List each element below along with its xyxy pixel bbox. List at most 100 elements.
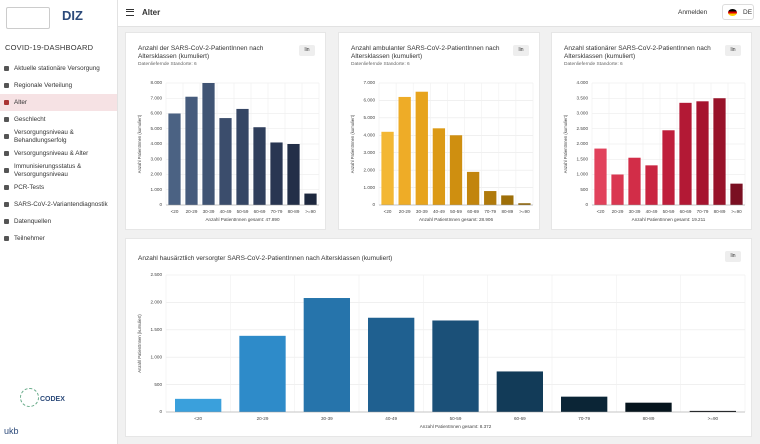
nav-item[interactable]: Aktuelle stationäre Versorgung [0,60,117,77]
y-tick-label: 4.000 [364,133,376,138]
x-tick-label: 60-69 [467,209,479,214]
footer-logo: CODEX [20,388,65,407]
y-tick-label: 1.000 [577,172,589,177]
bar[interactable] [270,142,283,205]
bar[interactable] [730,183,743,205]
bar[interactable] [219,118,232,205]
bar[interactable] [398,96,411,205]
bar[interactable] [368,317,415,412]
nav-item[interactable]: PCR-Tests [0,179,117,196]
y-axis-label: Anzahl PatientInnen (kumuliert) [563,114,568,173]
y-tick-label: 0 [159,409,162,414]
bar[interactable] [287,144,300,205]
nav-item[interactable]: SARS-CoV-2-Variantendiagnostik [0,196,117,213]
x-tick-label: 20-29 [612,209,624,214]
bar[interactable] [594,148,607,205]
bar[interactable] [449,135,463,205]
logo: DIZ [6,5,112,31]
y-axis-label: Anzahl PatientInnen (kumuliert) [137,114,142,173]
chart-subtitle: Datenliefernde Standorte: 6 [138,62,197,67]
bar[interactable] [239,335,286,412]
bar[interactable] [628,157,641,205]
bar[interactable] [501,195,514,205]
bar[interactable] [432,320,479,412]
x-tick-label: <20 [194,416,202,421]
bar[interactable] [484,191,497,205]
chart-card: Anzahl der SARS-CoV-2-PatientInnen nach … [125,32,326,230]
bar[interactable] [304,193,317,205]
footer-logo: ukb [4,426,19,436]
chart-card: Anzahl ambulanter SARS-CoV-2-PatientInne… [338,32,540,230]
x-tick-label: 40-49 [220,209,232,214]
nav-item[interactable]: Geschlecht [0,111,117,128]
y-tick-label: 4.000 [577,80,589,85]
x-tick-label: 60-69 [680,209,692,214]
nav-item[interactable]: Versorgungsniveau & Alter [0,145,117,162]
x-tick-label: 70-79 [578,416,590,421]
bar[interactable] [625,402,672,412]
bar[interactable] [496,371,543,412]
bar[interactable] [662,130,675,205]
x-tick-label: <20 [597,209,605,214]
scale-button[interactable]: lin [513,45,529,56]
nav-item[interactable]: Alter [0,94,117,111]
x-axis-label: Anzahl PatientInnen gesamt: 28.906 [419,217,494,222]
bar[interactable] [175,398,222,412]
bar[interactable] [253,127,266,205]
bar[interactable] [381,131,394,205]
header: Alter Anmelden DE [118,0,760,27]
chart-subtitle: Datenliefernde Standorte: 6 [351,62,410,67]
menu-button[interactable] [126,9,134,16]
x-tick-label: 30-39 [321,416,333,421]
bar[interactable] [561,396,608,412]
login-button[interactable]: Anmelden [678,9,708,16]
x-tick-label: 40-49 [433,209,445,214]
bar[interactable] [303,298,350,412]
y-axis-label: Anzahl PatientInnen (kumuliert) [350,114,355,173]
y-tick-label: 2.000 [151,172,163,177]
bar[interactable] [518,203,531,205]
chart-card: Anzahl stationärer SARS-CoV-2-PatientInn… [551,32,752,230]
x-tick-label: <20 [384,209,392,214]
chart-subtitle: Datenliefernde Standorte: 6 [564,62,623,67]
x-tick-label: 30-39 [203,209,215,214]
x-tick-label: 60-69 [514,416,526,421]
bar[interactable] [696,101,709,205]
x-tick-label: 80-89 [501,209,513,214]
bar[interactable] [185,96,198,205]
nav-item[interactable]: Datenquellen [0,213,117,230]
y-tick-label: 3.000 [364,150,376,155]
bar[interactable] [466,171,480,205]
scale-button[interactable]: lin [725,251,741,262]
bar[interactable] [679,102,692,205]
bar[interactable] [611,174,624,206]
nav-item[interactable]: Immunisierungsstatus & Versorgungsniveau [0,162,117,179]
x-axis-label: Anzahl PatientInnen gesamt: 8.372 [420,424,492,429]
language-select[interactable]: DE [722,4,754,20]
scale-button[interactable]: lin [299,45,315,56]
bar[interactable] [432,128,446,205]
bar[interactable] [168,113,181,206]
bar[interactable] [689,410,736,412]
x-tick-label: 50-59 [450,416,462,421]
x-tick-label: 70-79 [271,209,283,214]
y-tick-label: 7.000 [364,80,376,85]
nav-item[interactable]: Regionale Verteilung [0,77,117,94]
bar[interactable] [645,165,658,205]
bar[interactable] [415,91,428,205]
bar[interactable] [713,98,726,205]
y-tick-label: 1.500 [151,327,163,332]
chart: 0 1.000 2.000 3.000 4.000 5.000 6.000 7.000 8.00… [137,80,320,222]
y-tick-label: 7.000 [151,95,163,100]
y-tick-label: 1.000 [364,185,376,190]
scale-button[interactable]: lin [725,45,741,56]
x-tick-label: >=90 [708,416,719,421]
y-tick-label: 5.000 [364,115,376,120]
chart-title: Anzahl der SARS-CoV-2-PatientInnen nach … [138,45,264,60]
bar[interactable] [236,108,249,205]
nav-item[interactable]: Teilnehmer [0,230,117,247]
bar[interactable] [202,83,215,205]
nav-item[interactable]: Versorgungsniveau & Behandlungserfolg [0,128,117,145]
x-tick-label: 50-59 [663,209,675,214]
